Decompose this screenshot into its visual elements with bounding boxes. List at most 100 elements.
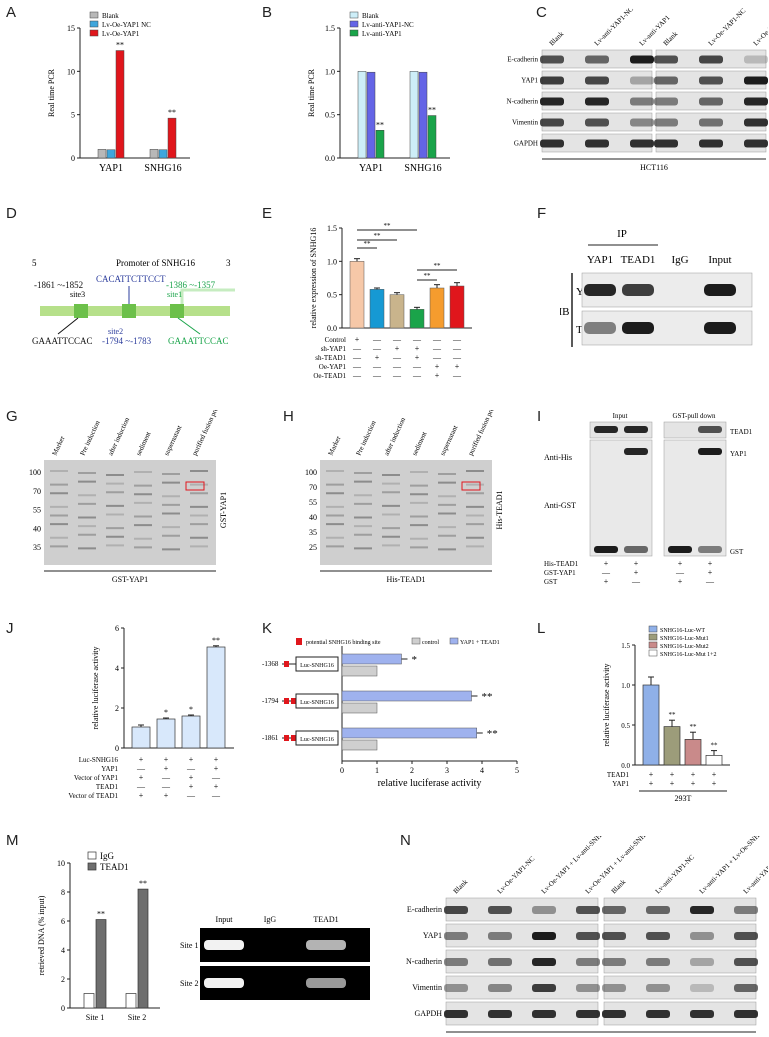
panel-label-f: F bbox=[537, 205, 547, 222]
gel-band bbox=[50, 536, 68, 539]
table-sign: — bbox=[372, 362, 382, 371]
site3-range: -1861 ~-1852 bbox=[34, 280, 83, 290]
gel-band bbox=[78, 516, 96, 519]
band bbox=[698, 546, 722, 553]
bar bbox=[375, 130, 385, 159]
gel-band bbox=[190, 470, 208, 472]
binding-site bbox=[284, 661, 289, 667]
gel-band bbox=[162, 526, 180, 529]
panel-label-b: B bbox=[262, 4, 273, 21]
panel-label-e: E bbox=[262, 205, 273, 222]
anti-gst-label: Anti-GST bbox=[544, 501, 576, 510]
significance-label: * bbox=[412, 654, 418, 666]
blot-strip bbox=[445, 1001, 599, 1026]
table-sign: — bbox=[211, 773, 221, 782]
table-sign: + bbox=[708, 568, 713, 577]
band bbox=[734, 984, 758, 992]
legend-swatch bbox=[648, 633, 658, 641]
pulldown-label: GST-pull down bbox=[672, 412, 716, 420]
y-tick-label: 8 bbox=[61, 888, 65, 897]
x-tick-label: SNHG16 bbox=[404, 163, 441, 174]
bar bbox=[705, 755, 723, 766]
row-label: Site 1 bbox=[180, 941, 198, 950]
gel-band bbox=[78, 547, 96, 550]
band bbox=[602, 958, 626, 966]
band bbox=[630, 118, 654, 127]
band bbox=[444, 958, 468, 966]
lane-label: purified fusion protein bbox=[191, 410, 225, 457]
legend-label: TEAD1 bbox=[100, 862, 129, 872]
pulldown-blot-i: Input GST-pull down TEAD1 YAP1 GST Anti-His An… bbox=[544, 412, 753, 586]
y-tick-label: 1.5 bbox=[621, 642, 630, 650]
construct-label: Luc-SNHG16 bbox=[300, 737, 334, 743]
legend-label: Lv-Oe-YAP1 bbox=[102, 30, 140, 38]
table-sign: — bbox=[211, 791, 221, 800]
gel-h: Marker Pre induction after induction sedime… bbox=[305, 410, 504, 584]
band bbox=[576, 984, 600, 992]
lane-label: Pre induction bbox=[355, 419, 378, 457]
legend-label: YAP1 + TEAD1 bbox=[460, 640, 500, 646]
band bbox=[624, 426, 648, 433]
x-tick-label: Site 2 bbox=[128, 1013, 146, 1022]
gel-band bbox=[382, 544, 400, 547]
gel-band bbox=[438, 526, 456, 529]
blot-strip bbox=[603, 1001, 757, 1026]
table-sign: + bbox=[375, 353, 380, 362]
gel-band bbox=[134, 546, 152, 549]
table-row-label: sh-TEAD1 bbox=[315, 354, 346, 362]
blot-strip bbox=[663, 439, 727, 557]
gel-band bbox=[382, 535, 400, 538]
promoter-diagram-d: 5 Promoter of SNHG16 3 -1861 ~-1852 site… bbox=[32, 258, 235, 346]
table-sign: — bbox=[392, 353, 402, 362]
marker-label: 100 bbox=[29, 468, 41, 477]
marker-label: 40 bbox=[33, 524, 41, 533]
gel-band bbox=[410, 493, 428, 496]
gel-band bbox=[438, 534, 456, 537]
bar bbox=[341, 739, 378, 751]
gel-band bbox=[106, 513, 124, 516]
y-tick-label: 5 bbox=[71, 111, 75, 120]
y-tick-label: 1.0 bbox=[621, 682, 630, 690]
table-sign: + bbox=[649, 779, 654, 788]
gel-band bbox=[382, 482, 400, 485]
bar bbox=[158, 149, 168, 159]
gel-band bbox=[354, 502, 372, 505]
lane-label: Lv-Oe-YAP1 bbox=[752, 15, 768, 47]
gel-band bbox=[354, 547, 372, 550]
y-tick-label: 0.0 bbox=[621, 762, 630, 770]
table-sign: — bbox=[601, 568, 611, 577]
y-axis-label: relative luciferase activity bbox=[91, 646, 100, 729]
band bbox=[602, 932, 626, 940]
table-sign: — bbox=[432, 335, 442, 344]
band bbox=[734, 958, 758, 966]
gel-band bbox=[382, 504, 400, 507]
legend-swatch bbox=[449, 637, 459, 645]
x-tick-label: 4 bbox=[480, 766, 484, 775]
lane-label: Blank bbox=[548, 30, 566, 48]
significance-label: ** bbox=[690, 723, 698, 731]
y-tick-label: 1.5 bbox=[327, 224, 337, 233]
panel-label-i: I bbox=[537, 408, 542, 425]
table-row-label: Vector of YAP1 bbox=[74, 774, 119, 782]
panel-label-g: G bbox=[6, 408, 18, 425]
table-row-label: TEAD1 bbox=[607, 771, 630, 779]
legend-swatch bbox=[648, 649, 658, 657]
x-tick-label: 1 bbox=[375, 766, 379, 775]
legend-label: Lv-anti-YAP1-NC bbox=[362, 21, 414, 29]
panel-label-k: K bbox=[262, 620, 273, 637]
gel-band bbox=[438, 495, 456, 498]
table-row-label: Oe-YAP1 bbox=[319, 363, 347, 371]
gel-band bbox=[326, 505, 344, 508]
gel-band bbox=[410, 471, 428, 473]
marker-label: 25 bbox=[309, 543, 317, 552]
bar bbox=[125, 993, 137, 1009]
significance-label: ** bbox=[374, 232, 382, 240]
y-tick-label: 15 bbox=[67, 24, 75, 33]
gel-band bbox=[438, 481, 456, 484]
legend-swatch bbox=[87, 862, 97, 871]
lane-label: Lv-Oe-YAP1-NC bbox=[707, 8, 748, 47]
bar bbox=[449, 285, 465, 329]
table-sign: + bbox=[214, 764, 219, 773]
band bbox=[532, 932, 556, 940]
table-sign: + bbox=[395, 344, 400, 353]
